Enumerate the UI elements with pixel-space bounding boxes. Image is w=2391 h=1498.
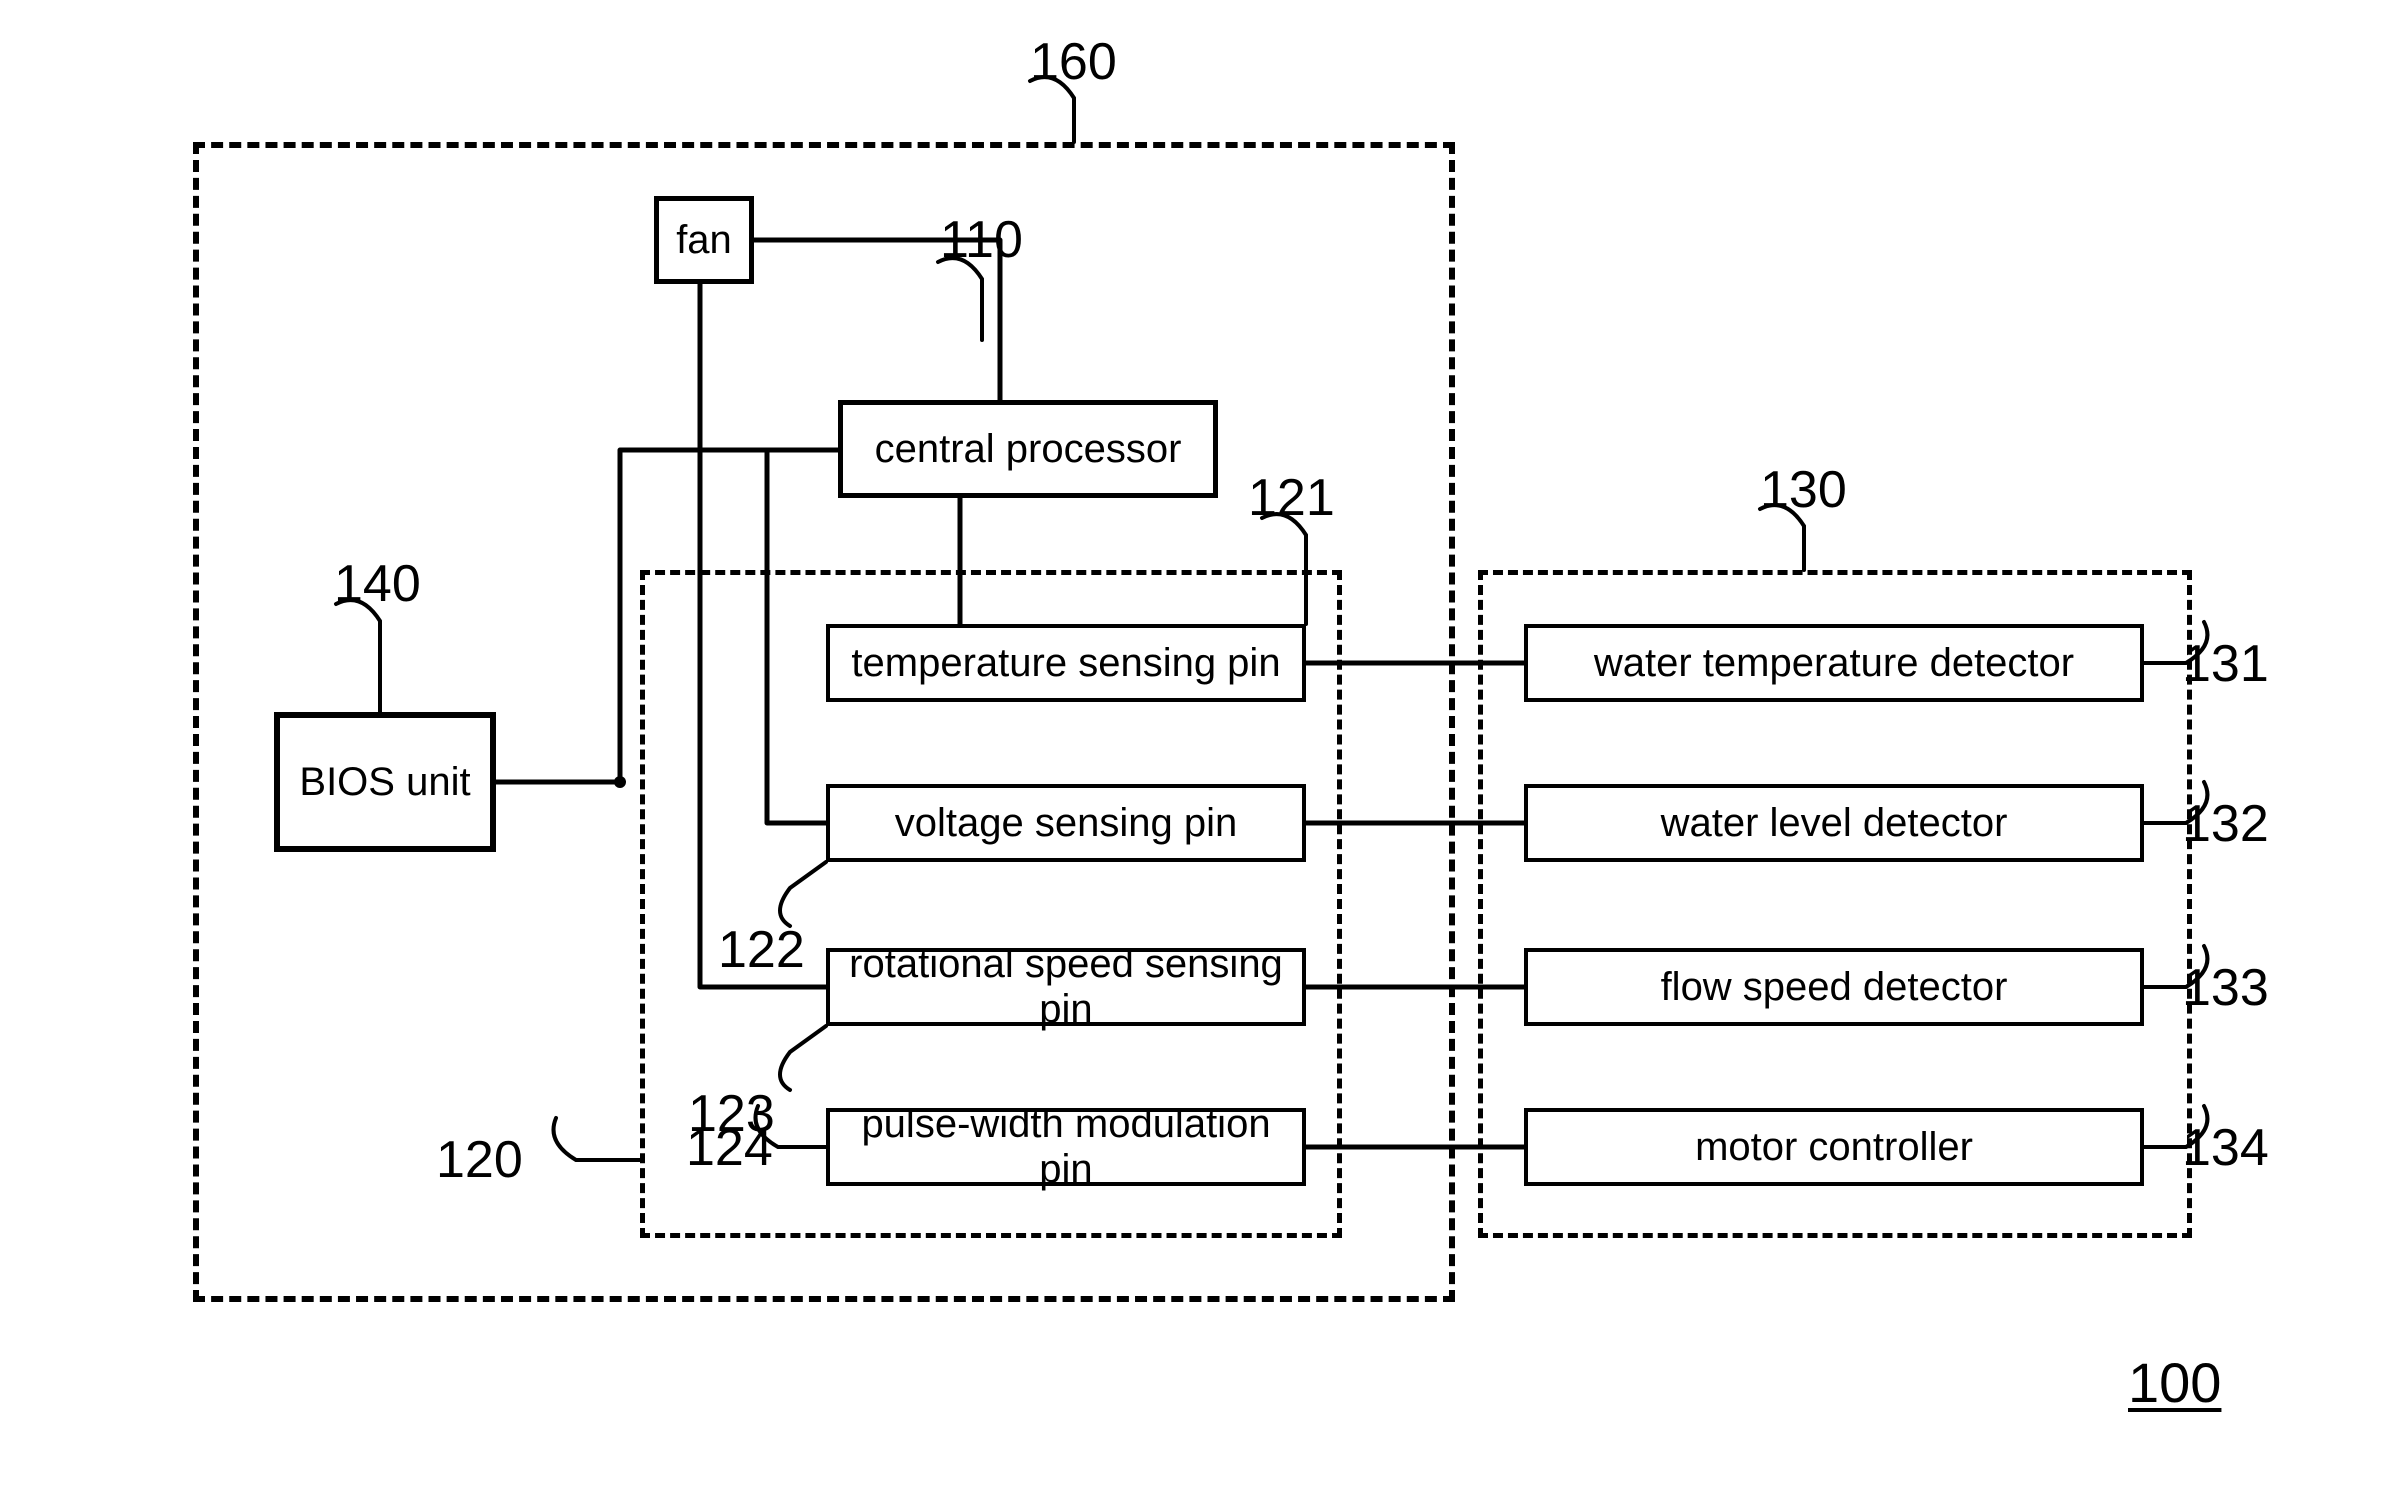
water-level-detector-label: water level detector	[1661, 801, 2008, 846]
ref-140: 140	[334, 554, 421, 614]
ref-133: 133	[2182, 958, 2269, 1018]
motor-controller-label: motor controller	[1695, 1125, 1973, 1170]
rotational-speed-sensing-pin-block: rotational speed sensing pin	[826, 948, 1306, 1026]
water-temperature-detector-label: water temperature detector	[1594, 641, 2074, 686]
fan-block: fan	[654, 196, 754, 284]
bios-unit-label: BIOS unit	[299, 760, 470, 805]
fan-label: fan	[676, 218, 732, 263]
ref-110: 110	[940, 210, 1023, 270]
pwm-pin-label: pulse-width modulation pin	[830, 1102, 1302, 1192]
ref-100: 100	[2128, 1350, 2221, 1415]
voltage-sensing-pin-label: voltage sensing pin	[895, 801, 1237, 846]
bios-unit-block: BIOS unit	[274, 712, 496, 852]
ref-121: 121	[1248, 468, 1335, 528]
ref-132: 132	[2182, 794, 2269, 854]
voltage-sensing-pin-block: voltage sensing pin	[826, 784, 1306, 862]
ref-122: 122	[718, 920, 805, 980]
central-processor-label: central processor	[875, 427, 1182, 472]
ref-131: 131	[2182, 634, 2269, 694]
temperature-sensing-pin-label: temperature sensing pin	[851, 641, 1280, 686]
ref-130: 130	[1760, 460, 1847, 520]
central-processor-block: central processor	[838, 400, 1218, 498]
rotational-speed-sensing-pin-label: rotational speed sensing pin	[830, 942, 1302, 1032]
water-temperature-detector-block: water temperature detector	[1524, 624, 2144, 702]
water-level-detector-block: water level detector	[1524, 784, 2144, 862]
motor-controller-block: motor controller	[1524, 1108, 2144, 1186]
diagram-stage: fan central processor BIOS unit temperat…	[0, 0, 2391, 1498]
pwm-pin-block: pulse-width modulation pin	[826, 1108, 1306, 1186]
ref-120: 120	[436, 1130, 523, 1190]
ref-160: 160	[1030, 32, 1117, 92]
ref-124: 124	[686, 1118, 773, 1178]
flow-speed-detector-label: flow speed detector	[1661, 965, 2008, 1010]
ref-134: 134	[2182, 1118, 2269, 1178]
temperature-sensing-pin-block: temperature sensing pin	[826, 624, 1306, 702]
flow-speed-detector-block: flow speed detector	[1524, 948, 2144, 1026]
